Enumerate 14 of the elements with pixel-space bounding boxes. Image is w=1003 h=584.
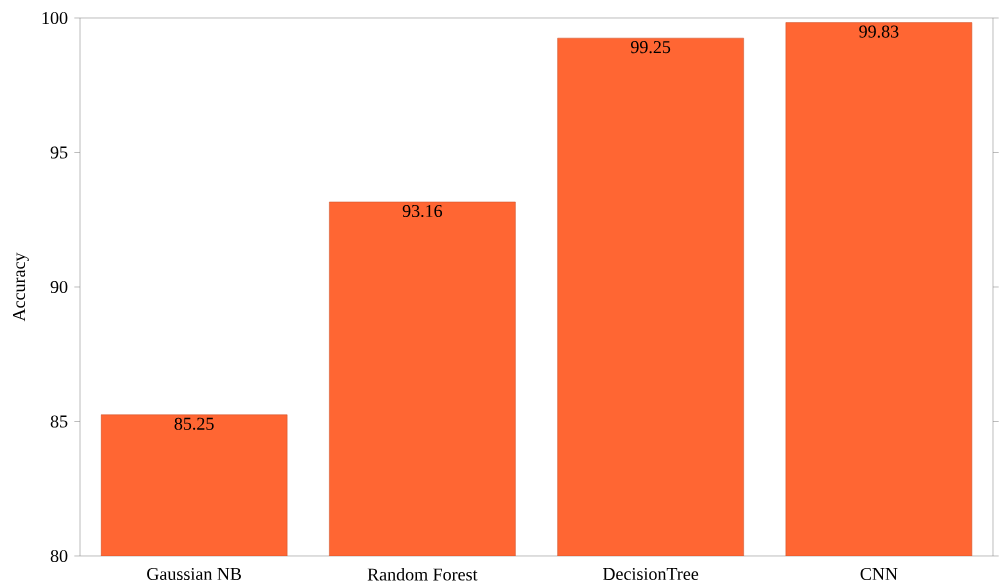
x-tick-label: CNN — [860, 567, 898, 581]
data-label: 93.16 — [402, 204, 443, 218]
y-tick-label: 85 — [50, 415, 68, 428]
y-tick-label: 90 — [50, 280, 68, 294]
y-tick-label: 100 — [42, 11, 68, 25]
data-label: 99.25 — [630, 41, 671, 54]
y-tick-label: 80 — [50, 549, 68, 563]
x-tick-label: Random Forest — [367, 567, 478, 581]
data-label: 85.25 — [174, 417, 214, 430]
y-tick-label: 95 — [50, 146, 68, 159]
x-tick-label: Gaussian NB — [147, 567, 241, 581]
x-tick-label: DecisionTree — [602, 567, 699, 581]
y-axis-title: Accuracy — [13, 252, 29, 322]
data-label: 99.83 — [859, 25, 899, 38]
